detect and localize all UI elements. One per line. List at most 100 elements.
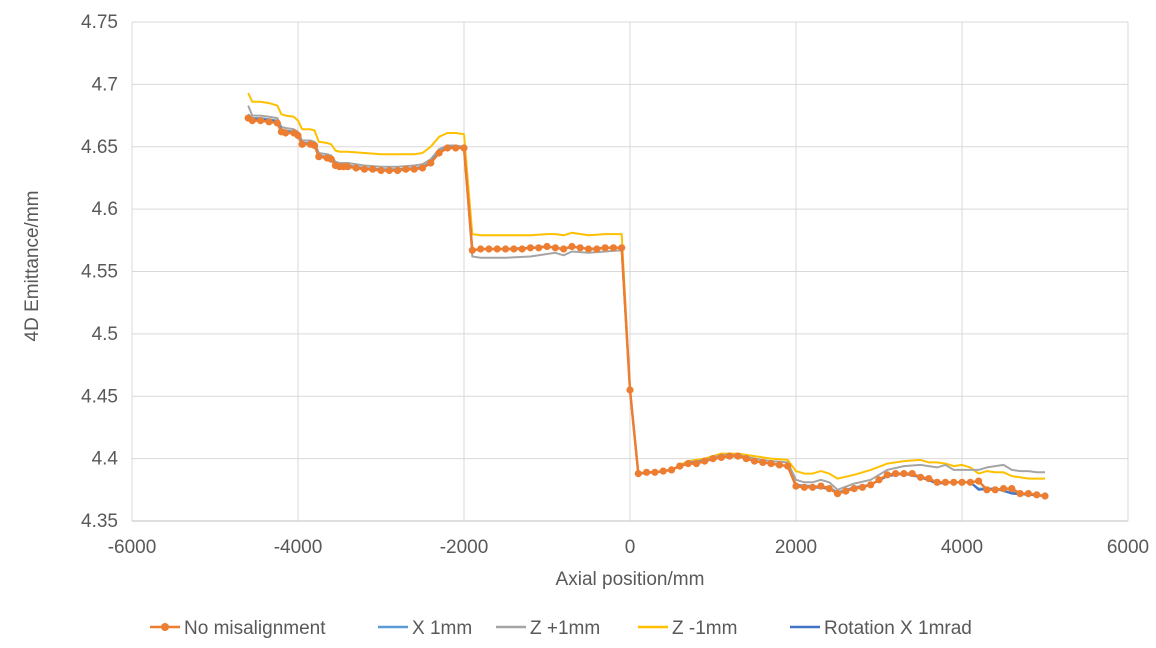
data-point [265,118,273,126]
data-point [933,478,941,486]
data-point [709,455,717,463]
data-point [900,470,908,478]
data-point [833,490,842,498]
x-tick-label: -2000 [440,537,489,558]
data-point [916,473,925,481]
data-point [248,117,256,125]
data-point [618,244,626,252]
x-tick-label: -4000 [274,537,323,558]
series-line [247,92,1045,480]
y-tick-label: 4.55 [81,262,118,283]
data-point [701,457,709,465]
x-tick-label: 0 [625,537,636,558]
data-point [501,245,510,253]
legend-item: X 1mm [378,618,472,639]
data-point [410,165,418,173]
data-point [717,453,725,461]
data-point [294,131,302,140]
data-point [817,482,825,490]
y-tick-label: 4.35 [81,511,118,532]
series-no-misalignment [244,114,1049,500]
legend-label: Z +1mm [530,618,600,639]
legend: No misalignment X 1mm Z +1mm Z -1mm Rotation… [150,618,972,639]
data-point [867,481,875,489]
data-point [975,477,983,485]
data-point [360,165,368,173]
x-tick-label: 4000 [941,537,983,558]
data-point [493,245,501,253]
data-point [925,475,933,483]
legend-label: X 1mm [412,618,472,639]
x-tick-label: -6000 [108,537,157,558]
data-point [435,149,443,157]
data-point [385,166,393,175]
data-point [1024,490,1032,498]
data-point [1033,491,1041,499]
data-point [584,245,593,253]
data-point [999,485,1008,493]
data-point [792,482,800,490]
x-tick-label: 6000 [1107,537,1149,558]
data-point [983,486,991,494]
data-point [601,244,609,252]
data-point [667,466,676,474]
data-point [560,245,568,253]
data-point [427,159,435,167]
data-point [510,245,518,253]
data-point [908,470,916,478]
data-point [568,242,576,251]
data-point [551,244,559,252]
data-point [377,166,385,175]
data-point [825,485,833,493]
data-point [518,245,526,253]
data-point [941,478,950,486]
x-tick-label: 2000 [775,537,817,558]
data-point [950,478,958,486]
data-point [593,245,601,253]
legend-item: Z +1mm [496,618,600,639]
data-point [402,165,410,173]
data-point [692,460,701,468]
series-layer [244,92,1049,500]
legend-label: Z -1mm [672,618,737,639]
data-point [726,452,734,460]
legend-label: No misalignment [184,618,326,639]
data-point [257,117,265,125]
data-point [327,155,335,163]
data-point [643,468,651,476]
data-point [775,461,784,469]
data-point [659,467,667,475]
data-point [344,163,352,171]
data-point [767,460,775,468]
data-point [875,476,883,484]
y-tick-label: 4.7 [92,74,118,95]
data-point [418,164,427,172]
y-tick-label: 4.4 [92,449,119,470]
data-point [809,483,817,491]
data-point [535,244,543,252]
data-point [394,166,402,175]
data-point [452,144,460,152]
data-point [311,141,319,150]
data-point [800,483,808,491]
data-point [526,244,535,252]
data-point [352,164,360,172]
data-point [651,468,659,476]
data-point [282,129,290,137]
series-z-1mm [247,92,1045,480]
data-point [485,245,493,253]
y-tick-label: 4.6 [92,199,118,220]
data-point [742,455,750,463]
data-point [315,153,323,161]
data-point [468,246,476,254]
data-point [750,457,759,465]
data-point [477,245,485,253]
data-point [543,242,551,251]
legend-marker [161,623,169,631]
data-point [676,462,684,470]
data-point [784,462,792,470]
data-point [842,487,850,495]
tick-labels: 4.35 4.4 4.45 4.5 4.55 4.6 4.65 4.7 4.75 -6000 -40… [81,12,1149,558]
